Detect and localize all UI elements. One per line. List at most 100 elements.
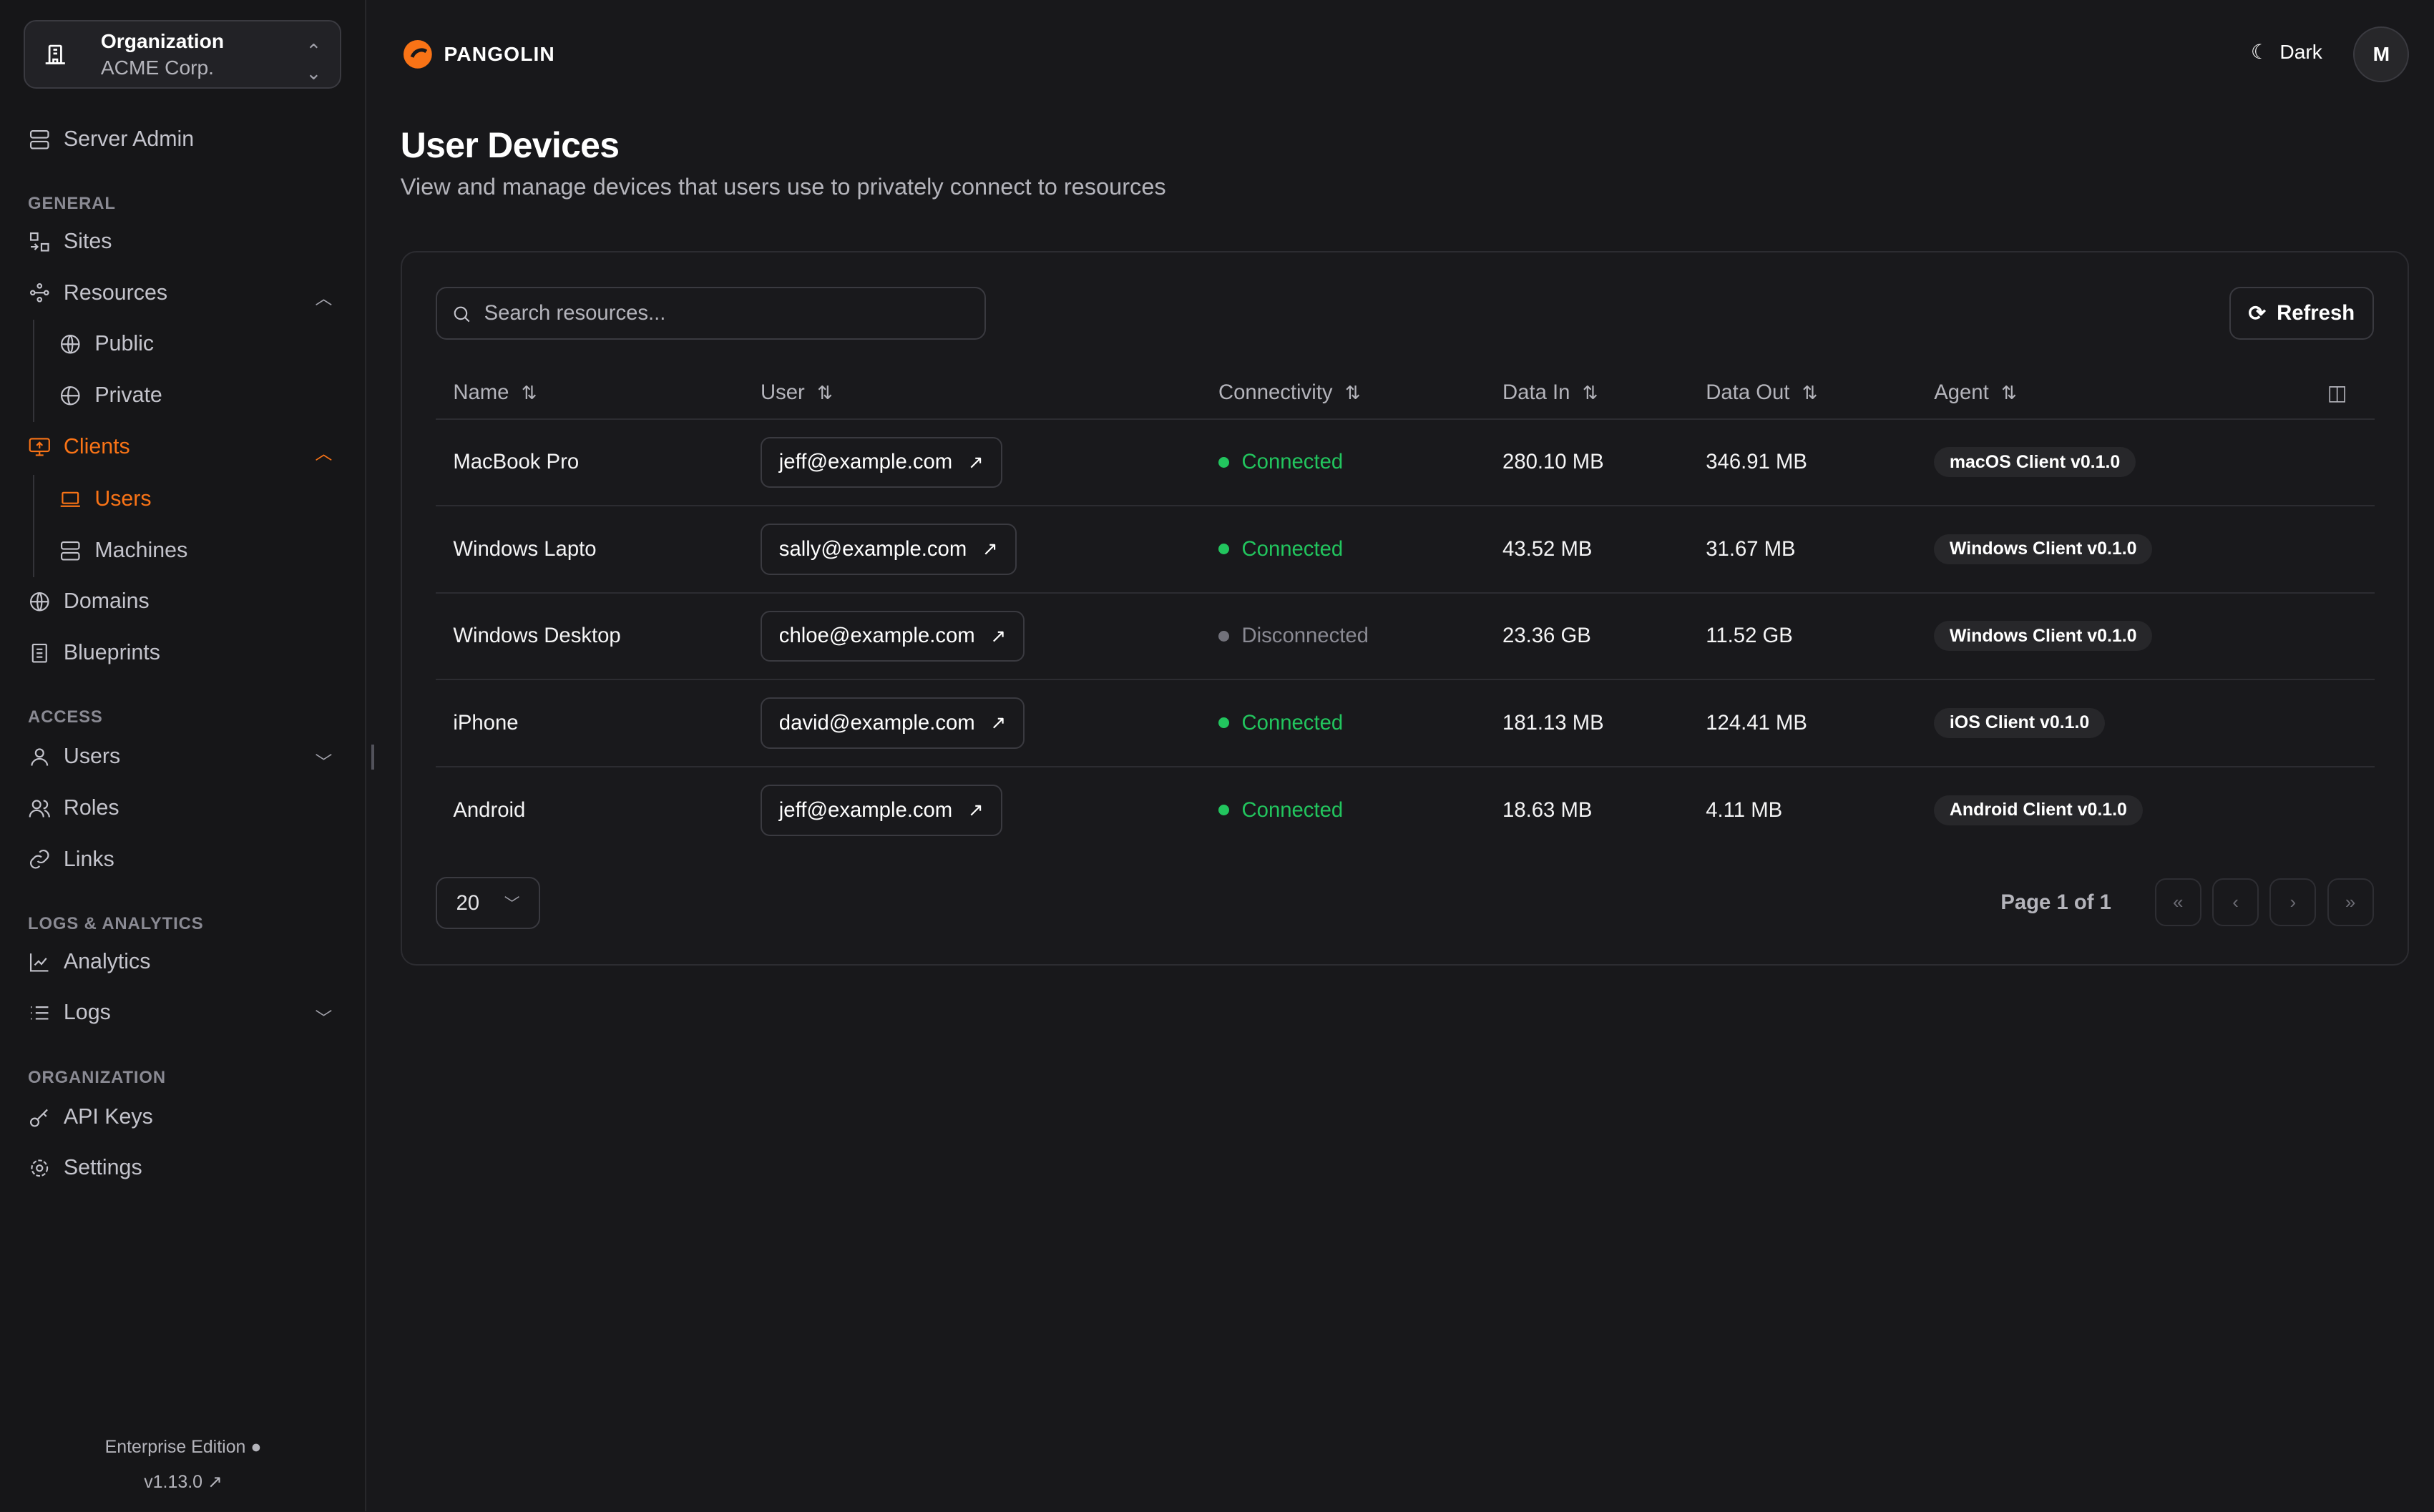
label: Data Out [1706,381,1790,405]
org-name: ACME Corp. [100,55,215,79]
status-text: Disconnected [1241,624,1369,648]
user-link-button[interactable]: david@example.com ↗ [760,697,1025,749]
agent-cell: iOS Client v0.1.0 [1917,679,2375,767]
user-email: sally@example.com [778,536,967,561]
connectivity-cell: Disconnected [1201,592,1486,681]
sidebar-item-sites[interactable]: Sites [28,230,112,254]
label: Users [63,745,121,769]
last-page-button[interactable]: » [2327,878,2374,927]
label: Connectivity [1218,381,1333,405]
device-name: Android [453,797,526,822]
sidebar-item-public[interactable]: Public [59,332,154,356]
arrow-up-right-icon: ↗ [990,624,1007,647]
server-icon [30,129,49,149]
globe-icon [30,592,49,612]
table-row[interactable]: Android jeff@example.com ↗ Connected 18.6… [436,767,2375,854]
label: Logs [63,1001,111,1025]
columns-icon[interactable]: ◫ [2327,381,2347,405]
page-subtitle: View and manage devices that users use t… [400,174,1166,200]
sidebar-item-logs[interactable]: Logs [28,1001,111,1025]
user-link-button[interactable]: sally@example.com ↗ [760,524,1017,575]
column-header-data-in[interactable]: Data In ⇅ [1485,368,1689,420]
sidebar-item-analytics[interactable]: Analytics [28,950,150,974]
search-input[interactable]: Search resources... [436,287,986,340]
status-dot [1218,805,1230,816]
device-name: iPhone [436,679,744,767]
table-row[interactable]: Windows Lapto sally@example.com ↗ Connect… [436,506,2375,594]
sidebar-item-resources[interactable]: Resources [28,281,167,305]
user-cell: david@example.com ↗ [743,679,1202,767]
refresh-icon: ⟳ [2248,301,2266,325]
agent-badge: iOS Client v0.1.0 [1934,707,2105,738]
org-switcher[interactable]: Organization ACME Corp. ⌃ ⌄ [23,20,342,89]
sidebar-item-users[interactable]: Users [59,487,152,511]
chevron-down-icon[interactable]: ﹀ [315,1008,333,1029]
column-header-user[interactable]: User ⇅ [743,368,1202,420]
edition-link[interactable]: Enterprise Edition ● [0,1437,366,1458]
sidebar-item-roles[interactable]: Roles [28,796,119,820]
table-row[interactable]: iPhone david@example.com ↗ Connected 181.… [436,679,2375,767]
user-link-button[interactable]: chloe@example.com ↗ [760,610,1025,662]
sidebar-resize-handle[interactable] [371,745,374,770]
sidebar-item-api-keys[interactable]: API Keys [28,1105,153,1129]
sidebar-item-links[interactable]: Links [28,848,114,872]
globe-lock-icon [61,386,80,406]
label: Links [63,847,114,871]
status-text: Connected [1241,710,1344,735]
first-page-button[interactable]: « [2154,878,2201,927]
sidebar-item-machines[interactable]: Machines [59,539,187,563]
user-email: jeff@example.com [778,450,953,474]
sidebar-item-clients[interactable]: Clients [28,435,130,459]
avatar[interactable]: M [2353,26,2410,82]
chevron-down-icon[interactable]: ﹀ [315,752,333,772]
agent-cell: macOS Client v0.1.0 [1917,418,2375,507]
prev-page-button[interactable]: ‹ [2211,878,2259,927]
sort-icon: ⇅ [817,382,833,404]
column-header-name[interactable]: Name ⇅ [436,368,744,420]
chevron-down-icon: ﹀ [504,895,520,913]
user-icon [31,748,49,766]
section-general: GENERAL [28,194,116,214]
column-header-connectivity[interactable]: Connectivity ⇅ [1201,368,1486,420]
next-page-button[interactable]: › [2269,878,2317,927]
connectivity-cell: Connected [1201,679,1486,767]
sidebar-item-server-admin[interactable]: Server Admin [28,127,194,152]
tree-line [32,319,34,423]
sidebar-item-domains[interactable]: Domains [28,589,150,614]
search-icon [454,306,470,323]
laptop-icon [61,491,81,507]
main: PANGOLIN ☾ Dark M User Devices View and m… [366,0,2434,1511]
user-link-button[interactable]: jeff@example.com ↗ [760,785,1002,836]
label: User [760,381,805,405]
table-row[interactable]: Windows Desktop chloe@example.com ↗ Disco… [436,592,2375,681]
sidebar-item-private[interactable]: Private [59,383,162,408]
arrow-up-right-icon: ↗ [982,538,998,560]
chevron-up-icon[interactable]: ︿ [315,289,333,309]
monitor-up-icon [29,438,50,456]
agent-badge: Windows Client v0.1.0 [1934,534,2153,564]
agent-cell: Windows Client v0.1.0 [1917,506,2375,594]
sidebar-item-access-users[interactable]: Users [28,745,120,769]
label: Server Admin [63,127,195,151]
chevron-up-icon[interactable]: ︿ [315,444,333,464]
sidebar-item-settings[interactable]: Settings [28,1156,142,1180]
theme-toggle[interactable]: ☾ Dark [2251,40,2322,64]
sidebar-item-blueprints[interactable]: Blueprints [28,641,160,665]
brand-logo[interactable]: PANGOLIN [401,37,555,72]
column-header-agent[interactable]: Agent ⇅ ◫ [1917,368,2375,420]
refresh-button[interactable]: ⟳ Refresh [2229,287,2374,340]
server-icon [61,541,80,561]
user-cell: jeff@example.com ↗ [743,418,1202,507]
status-text: Connected [1241,536,1344,561]
github-icon: ● [250,1437,262,1458]
label: API Keys [63,1104,153,1129]
edition-label: Enterprise Edition [104,1437,246,1458]
column-header-data-out[interactable]: Data Out ⇅ [1688,368,1917,420]
gear-icon [31,1159,49,1177]
version-link[interactable]: v1.13.0 ↗ [0,1471,366,1493]
agent-cell: Windows Client v0.1.0 [1917,592,2375,681]
sort-icon: ⇅ [1582,382,1598,404]
user-link-button[interactable]: jeff@example.com ↗ [760,436,1002,489]
page-size-select[interactable]: 20 ﹀ [436,876,540,930]
table-row[interactable]: MacBook Pro jeff@example.com ↗ Connected … [436,418,2375,507]
